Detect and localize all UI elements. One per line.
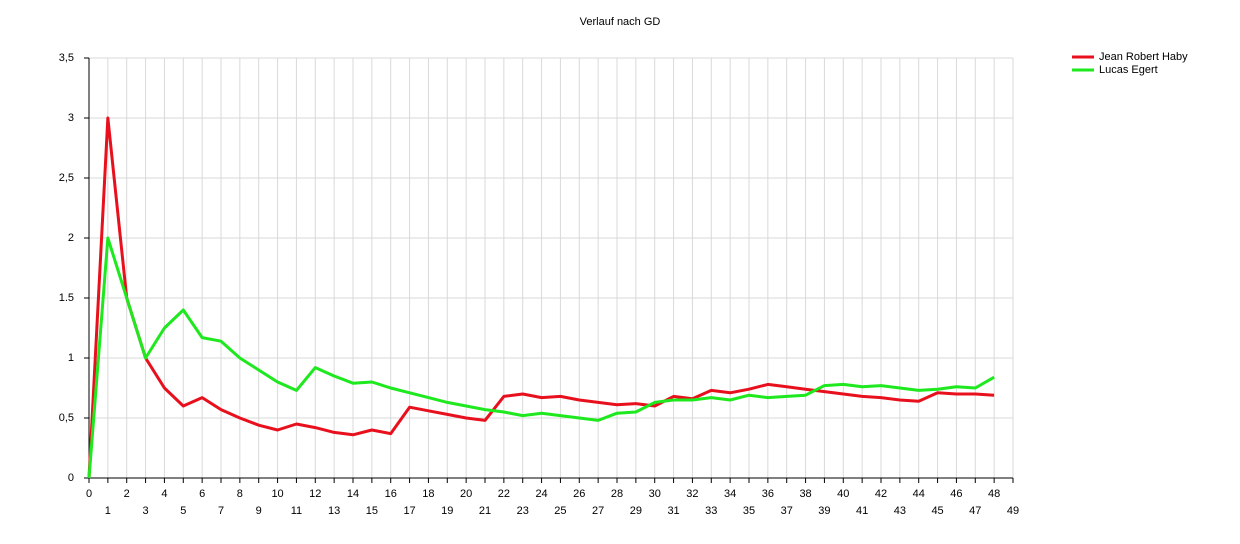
x-tick-label: 18 [422, 488, 434, 500]
x-tick-label: 22 [498, 488, 510, 500]
x-tick-label: 0 [86, 488, 92, 500]
legend-label: Jean Robert Haby [1099, 51, 1188, 63]
x-tick-label: 21 [479, 505, 491, 517]
x-tick-label: 7 [218, 505, 224, 517]
x-tick-label: 46 [950, 488, 962, 500]
x-tick-label: 20 [460, 488, 472, 500]
x-tick-label: 26 [573, 488, 585, 500]
x-tick-label: 4 [161, 488, 167, 500]
x-tick-label: 24 [535, 488, 547, 500]
x-tick-label: 23 [517, 505, 529, 517]
x-tick-label: 30 [649, 488, 661, 500]
x-tick-label: 28 [611, 488, 623, 500]
x-tick-label: 42 [875, 488, 887, 500]
x-tick-label: 17 [403, 505, 415, 517]
x-tick-label: 14 [347, 488, 359, 500]
y-tick-label: 1.5 [59, 292, 74, 304]
y-tick-label: 1 [68, 352, 74, 364]
x-tick-label: 9 [256, 505, 262, 517]
chart-title: Verlauf nach GD [580, 16, 661, 28]
x-tick-label: 12 [309, 488, 321, 500]
x-tick-label: 43 [894, 505, 906, 517]
y-tick-label: 2,5 [59, 172, 74, 184]
x-tick-label: 45 [931, 505, 943, 517]
x-tick-label: 5 [180, 505, 186, 517]
x-tick-label: 35 [743, 505, 755, 517]
y-tick-label: 3 [68, 112, 74, 124]
x-tick-label: 41 [856, 505, 868, 517]
y-tick-label: 0 [68, 472, 74, 484]
x-tick-label: 33 [705, 505, 717, 517]
y-tick-label: 2 [68, 232, 74, 244]
x-tick-label: 19 [441, 505, 453, 517]
x-tick-label: 10 [271, 488, 283, 500]
x-tick-label: 3 [143, 505, 149, 517]
x-tick-label: 31 [667, 505, 679, 517]
x-tick-label: 38 [799, 488, 811, 500]
x-tick-label: 11 [291, 505, 302, 517]
x-tick-label: 25 [554, 505, 566, 517]
y-tick-label: 3,5 [59, 52, 74, 64]
x-tick-label: 6 [199, 488, 205, 500]
x-tick-label: 34 [724, 488, 736, 500]
x-tick-label: 2 [124, 488, 130, 500]
x-tick-label: 49 [1007, 505, 1019, 517]
x-tick-label: 37 [781, 505, 793, 517]
x-tick-label: 29 [630, 505, 642, 517]
y-tick-label: 0,5 [59, 412, 74, 424]
series-line [87, 236, 995, 479]
x-tick-label: 40 [837, 488, 849, 500]
x-tick-label: 1 [105, 505, 111, 517]
x-tick-label: 32 [686, 488, 698, 500]
x-tick-label: 16 [385, 488, 397, 500]
x-tick-label: 44 [913, 488, 925, 500]
x-tick-label: 8 [237, 488, 243, 500]
x-tick-label: 15 [366, 505, 378, 517]
x-tick-label: 48 [988, 488, 1000, 500]
legend-label: Lucas Egert [1099, 64, 1158, 76]
x-tick-label: 27 [592, 505, 604, 517]
x-tick-label: 47 [969, 505, 981, 517]
series-line [87, 116, 995, 479]
x-tick-label: 13 [328, 505, 340, 517]
x-tick-label: 36 [762, 488, 774, 500]
x-tick-label: 39 [818, 505, 830, 517]
